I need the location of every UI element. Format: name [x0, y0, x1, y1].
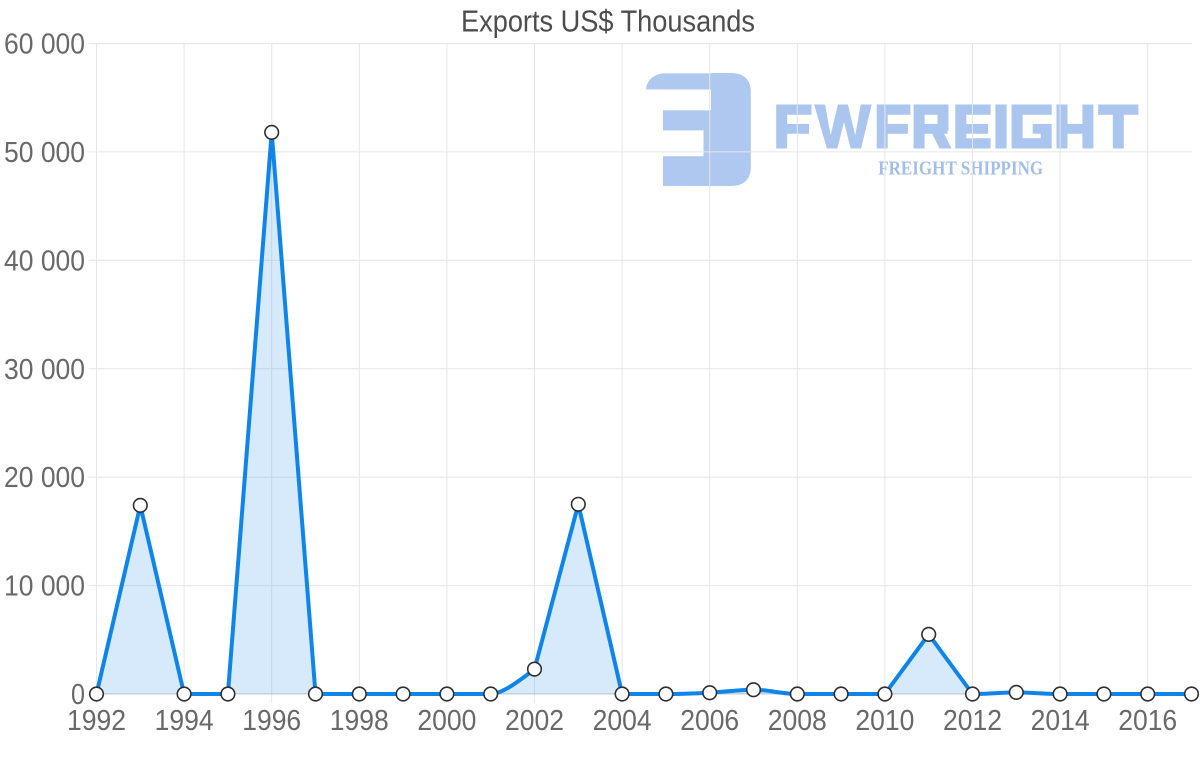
svg-text:0: 0	[71, 679, 85, 711]
svg-text:2004: 2004	[593, 705, 652, 737]
svg-text:60 000: 60 000	[4, 29, 85, 61]
svg-text:2008: 2008	[768, 705, 827, 737]
svg-text:1994: 1994	[155, 705, 214, 737]
svg-text:2016: 2016	[1118, 705, 1177, 737]
svg-text:10 000: 10 000	[4, 571, 85, 603]
svg-text:20 000: 20 000	[4, 462, 85, 494]
svg-text:1998: 1998	[330, 705, 389, 737]
svg-text:2014: 2014	[1031, 705, 1090, 737]
svg-text:2012: 2012	[943, 705, 1002, 737]
svg-text:2000: 2000	[417, 705, 476, 737]
svg-text:Exports US$ Thousands: Exports US$ Thousands	[461, 4, 755, 39]
svg-text:2010: 2010	[855, 705, 914, 737]
svg-text:40 000: 40 000	[4, 245, 85, 277]
svg-text:30 000: 30 000	[4, 354, 85, 386]
svg-text:1992: 1992	[67, 705, 126, 737]
svg-text:2006: 2006	[680, 705, 739, 737]
svg-text:1996: 1996	[242, 705, 301, 737]
svg-text:FREIGHT SHIPPING: FREIGHT SHIPPING	[878, 158, 1043, 180]
svg-text:2002: 2002	[505, 705, 564, 737]
svg-text:50 000: 50 000	[4, 137, 85, 169]
